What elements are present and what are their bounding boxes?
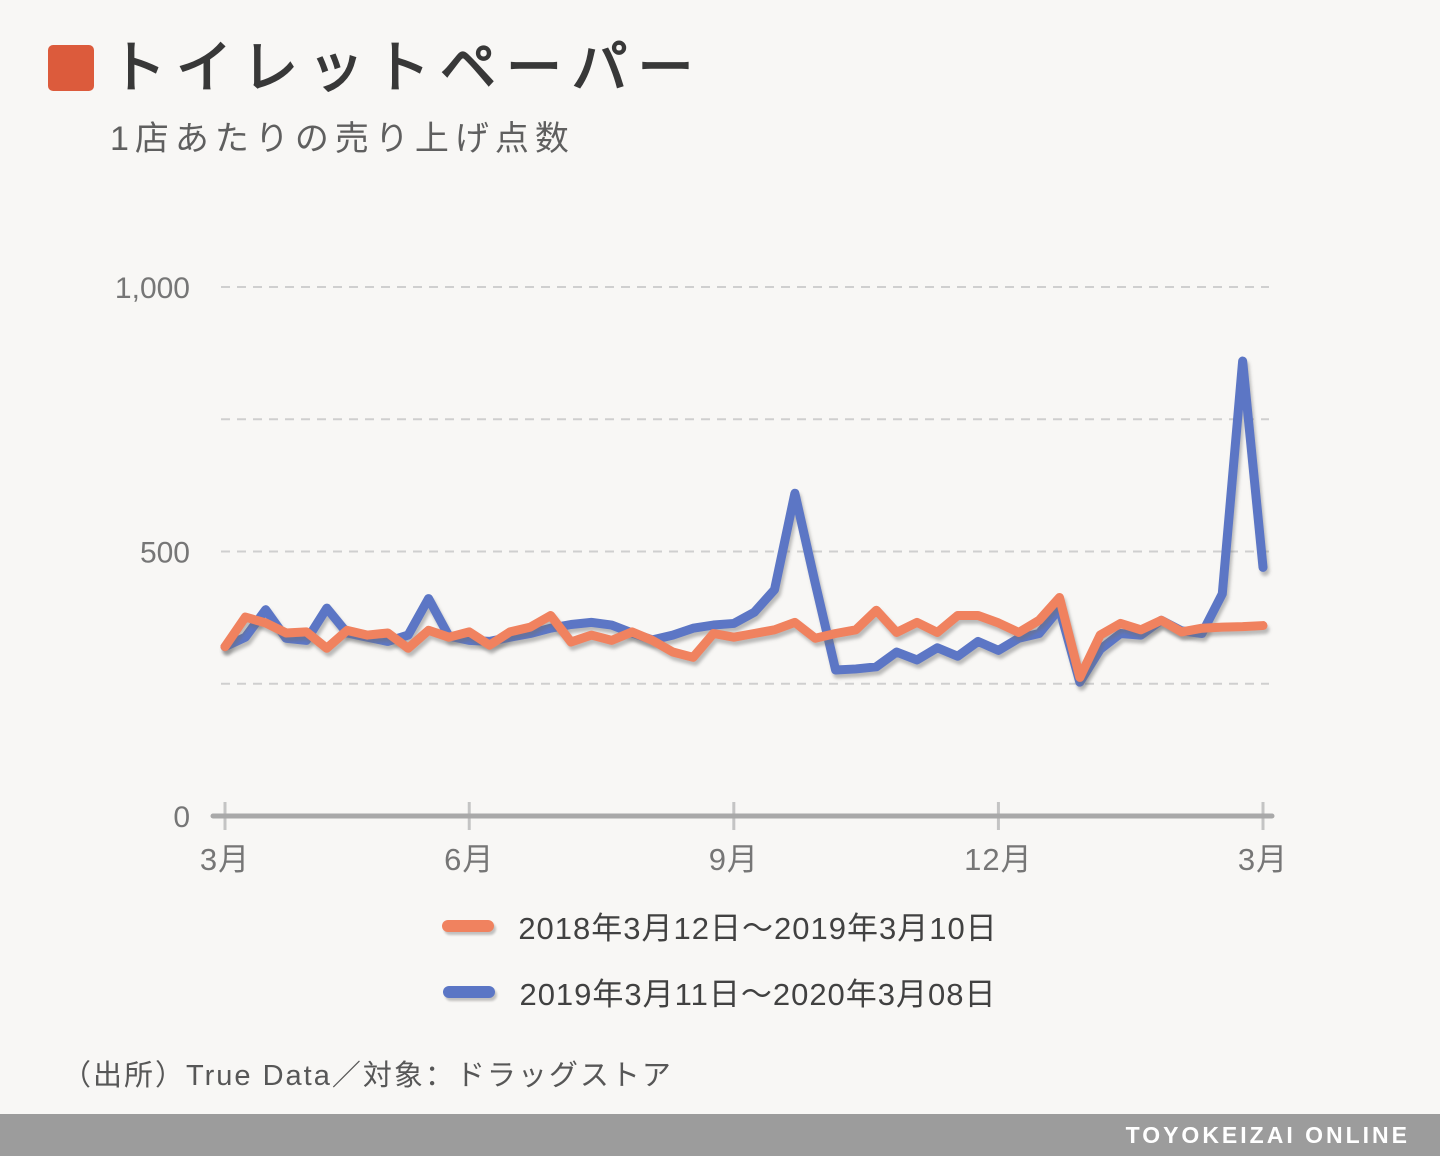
source-note: （出所）True Data／対象：ドラッグストア	[62, 1060, 673, 1092]
x-tick-label: 3月	[200, 842, 250, 877]
legend-item-2018: 2018年3月12日～2019年3月10日	[442, 903, 997, 948]
legend-swatch-blue	[443, 985, 496, 998]
chart-subtitle: 1店あたりの売り上げ点数	[110, 120, 575, 158]
y-tick-label: 500	[140, 537, 190, 570]
brand-bar: TOYOKEIZAI ONLINE	[0, 1114, 1440, 1156]
legend-item-2019: 2019年3月11日～2020年3月08日	[443, 969, 996, 1014]
title-bullet-square	[48, 45, 94, 91]
x-tick-label: 6月	[444, 842, 494, 877]
x-tick-label: 12月	[964, 842, 1032, 877]
x-tick-label: 3月	[1238, 842, 1288, 877]
brand-label: TOYOKEIZAI ONLINE	[1125, 1121, 1410, 1148]
chart-legend: 2018年3月12日～2019年3月10日 2019年3月11日～2020年3月…	[0, 903, 1440, 1014]
chart-title: トイレットペーパー	[110, 36, 704, 99]
y-tick-label: 0	[173, 801, 190, 834]
x-tick-label: 9月	[709, 842, 759, 877]
chart-header: トイレットペーパー	[48, 36, 703, 100]
legend-label-2018: 2018年3月12日～2019年3月10日	[518, 911, 998, 946]
legend-label-2019: 2019年3月11日～2020年3月08日	[519, 977, 997, 1012]
y-tick-label: 1,000	[115, 272, 190, 305]
series-line-0	[220, 593, 1268, 682]
legend-swatch-orange	[442, 919, 495, 932]
